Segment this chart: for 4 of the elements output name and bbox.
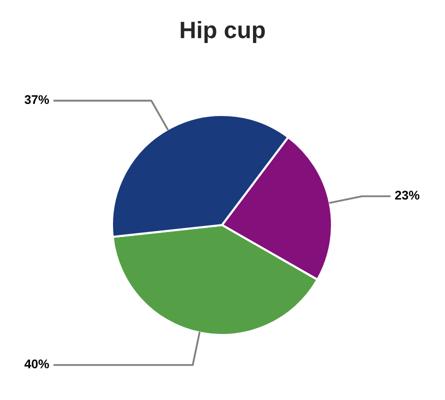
- data-label: 37%: [24, 95, 49, 104]
- chart-title: Hip cup: [180, 20, 265, 44]
- data-label: 40%: [24, 359, 49, 368]
- data-label: 23%: [395, 190, 420, 200]
